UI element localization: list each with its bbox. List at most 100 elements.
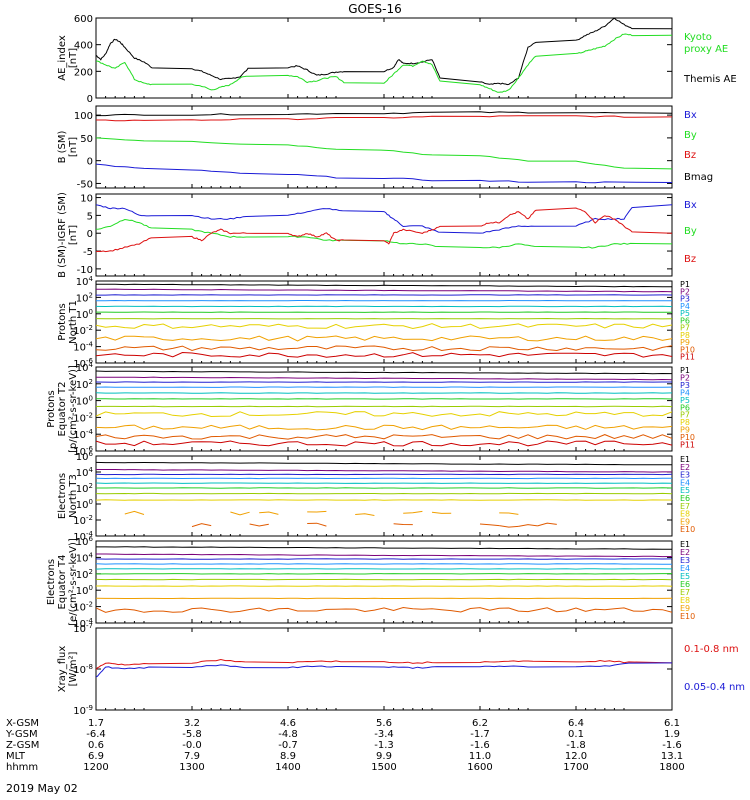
channel-line: [431, 511, 452, 514]
series-group: [96, 658, 672, 678]
channel-line: [191, 523, 212, 528]
legend-e7: E7: [680, 588, 690, 597]
series-group: [96, 546, 672, 613]
legend-e9: E9: [680, 517, 690, 526]
y-tick-label: 600: [74, 14, 93, 25]
panel-frame: [95, 280, 673, 364]
legend-kyoto: Kyoto: [684, 32, 712, 43]
y-tick-label: 104: [76, 551, 94, 564]
row-value: 5.6: [376, 718, 392, 729]
row-value: 1.9: [664, 729, 680, 740]
legend-e10: E10: [680, 612, 695, 621]
series-0-05-0-4-nm: [96, 662, 672, 678]
legend-p10: P10: [680, 433, 695, 442]
row-label-mlt: MLT: [6, 751, 26, 762]
y-tick-label: 102: [76, 291, 93, 304]
legend-0-1-0-8-nm: 0.1-0.8 nm: [684, 644, 739, 655]
y-tick-label: 400: [74, 41, 93, 52]
series-group: [96, 18, 672, 93]
channel-line: [96, 335, 672, 342]
legend-p2: P2: [680, 287, 690, 296]
y-tick-label: 106: [76, 535, 94, 548]
channel-line: [96, 370, 672, 375]
row-value: 13.1: [661, 751, 683, 762]
y-tick-label: 0: [87, 157, 93, 168]
series-group: [96, 283, 672, 358]
channel-line: [124, 510, 145, 515]
legend-e4: E4: [680, 478, 690, 487]
row-value: 1500: [371, 762, 396, 773]
x-axis-rows: X-GSM 1.7 3.2 4.6 5.6 6.2 6.4 6.1Y-GSM -6.4 -5.8-…: [5, 718, 685, 773]
channel-line: [355, 513, 375, 516]
y-tick-label: 10-2: [73, 601, 93, 614]
row-label-y-gsm: Y-GSM: [5, 729, 38, 740]
y-tick-label: 102: [76, 482, 93, 495]
channel-line: [96, 345, 672, 352]
panel-bsm: -50 0 50 100 B (SM)[nT] Bx By Bz Bmag: [57, 105, 713, 190]
legend-bx: Bx: [684, 200, 697, 211]
y-tick-label: 10-8: [73, 663, 93, 676]
y-tick-label: 104: [76, 361, 94, 374]
series-bx: [96, 163, 672, 184]
channel-line: [96, 283, 672, 288]
legend-e4: E4: [680, 564, 690, 573]
channel-line: [96, 461, 672, 466]
y-tick-label: 50: [80, 134, 93, 145]
y-tick-label: 10-7: [73, 622, 93, 635]
series-bz: [96, 115, 672, 122]
row-value: -1.8: [566, 740, 586, 751]
y-axis-label: ElectronsNorth T3: [57, 473, 79, 519]
row-value: -3.4: [374, 729, 394, 740]
row-value: -4.8: [278, 729, 298, 740]
legend: 0.1-0.8 nm 0.05-0.4 nm: [684, 644, 745, 693]
row-value: 6.9: [88, 751, 104, 762]
channel-line: [499, 512, 519, 515]
legend-p6: P6: [680, 403, 690, 412]
channel-line: [259, 511, 279, 515]
row-value: -5.8: [182, 729, 202, 740]
panel-frame: [95, 17, 673, 99]
channel-line: [307, 510, 327, 513]
channel-line: [393, 523, 413, 526]
channel-line: [537, 522, 557, 527]
legend-e6: E6: [680, 580, 690, 589]
date-label: 2019 May 02: [6, 782, 78, 795]
row-value: -1.3: [374, 740, 394, 751]
legend-e2: E2: [680, 463, 690, 472]
y-tick-label: 200: [74, 67, 93, 78]
y-axis-label: Xray_flux[W/m²]: [57, 646, 79, 693]
series-group: [96, 111, 672, 184]
y-tick-label: 10-2: [73, 324, 93, 337]
y-tick-label: 104: [76, 466, 94, 479]
legend-themis-ae: Themis AE: [683, 74, 737, 85]
row-value: 6.2: [472, 718, 488, 729]
series-0-1-0-8-nm: [96, 658, 672, 670]
y-tick-label: 100: [76, 395, 93, 408]
series-bx: [96, 204, 672, 234]
series-bz: [96, 207, 672, 253]
channel-line: [518, 524, 538, 527]
legend-bx: Bx: [684, 110, 697, 121]
legend-e5: E5: [680, 572, 690, 581]
series-themis-ae: [96, 18, 672, 86]
y-axis-label: ProtonsEquator T2[p/(cm²-s-sr-keV)]: [46, 365, 79, 453]
legend-bmag: Bmag: [684, 172, 713, 183]
y-tick-label: 10-9: [73, 704, 93, 717]
row-value: 1200: [83, 762, 108, 773]
legend-p6: P6: [680, 316, 690, 325]
panel-frame: [95, 455, 673, 537]
row-value: 7.9: [184, 751, 200, 762]
channel-line: [479, 523, 500, 527]
channel-line: [96, 424, 672, 431]
row-value: 12.0: [565, 751, 587, 762]
panel-frame: [95, 627, 673, 711]
series-bmag: [96, 111, 672, 117]
series-group: [96, 461, 672, 528]
